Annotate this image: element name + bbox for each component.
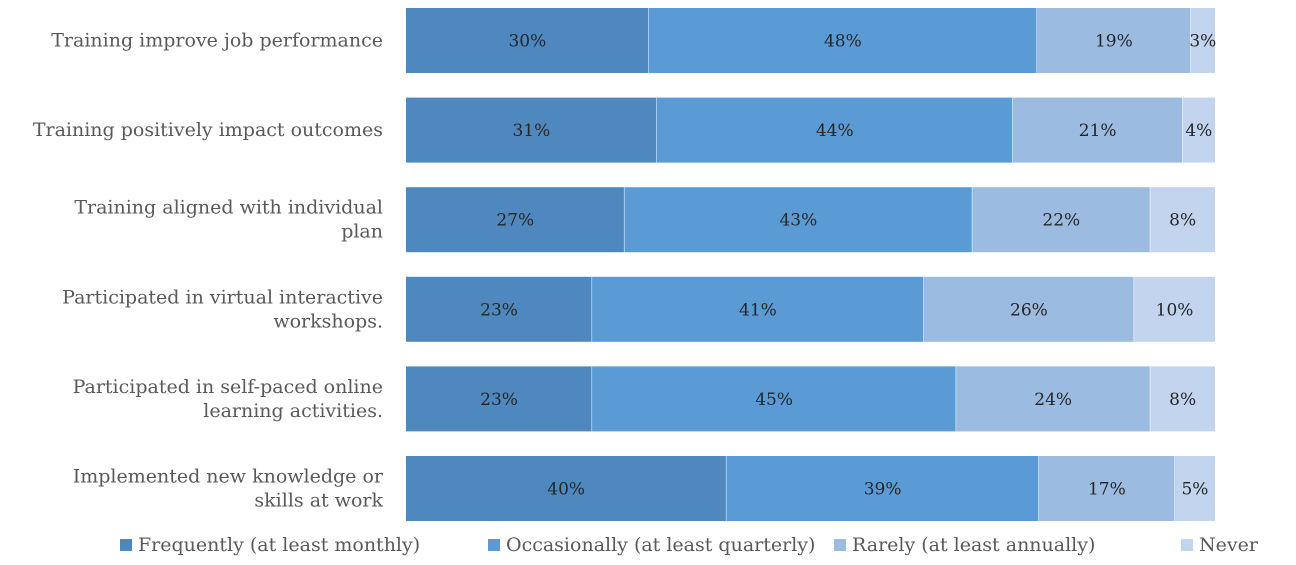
data-label: 45% bbox=[755, 390, 793, 410]
bar-segment bbox=[406, 366, 593, 432]
data-label: 23% bbox=[480, 390, 518, 410]
data-label: 23% bbox=[480, 300, 518, 320]
data-label: 44% bbox=[816, 121, 854, 141]
data-label: 27% bbox=[496, 211, 534, 231]
category-label-line: plan bbox=[341, 221, 383, 243]
bars: 30% 48% 19% 3% 31% 44% 21% 4% 27% 43% 22% 8% 23% 41% 2… bbox=[406, 8, 1216, 521]
data-label: 48% bbox=[824, 32, 862, 52]
data-label: 19% bbox=[1095, 32, 1133, 52]
legend-entry: Occasionally (at least quarterly) bbox=[506, 534, 815, 556]
legend-swatch bbox=[1181, 539, 1193, 551]
category-label-line: Participated in virtual interactive bbox=[62, 286, 383, 308]
data-label: 3% bbox=[1189, 32, 1216, 52]
bar-segment bbox=[1134, 276, 1215, 342]
bar-segment bbox=[1150, 187, 1215, 253]
legend-entry: Rarely (at least annually) bbox=[852, 534, 1095, 556]
data-label: 5% bbox=[1181, 480, 1208, 500]
data-label: 21% bbox=[1079, 121, 1117, 141]
data-label: 26% bbox=[1010, 300, 1048, 320]
bar-segment bbox=[592, 276, 924, 342]
data-label: 31% bbox=[512, 121, 550, 141]
category-label: Implemented new knowledge or skills at wo… bbox=[73, 466, 384, 512]
bar-segment bbox=[406, 187, 625, 253]
data-label: 17% bbox=[1088, 480, 1126, 500]
data-label: 41% bbox=[739, 300, 777, 320]
category-label: Participated in virtual interactive works… bbox=[62, 286, 383, 332]
data-label: 40% bbox=[547, 480, 585, 500]
category-label: Participated in self-paced online learnin… bbox=[73, 376, 383, 422]
category-label-line: Training improve job performance bbox=[51, 30, 383, 52]
category-label-line: Participated in self-paced online bbox=[73, 376, 383, 398]
data-label: 4% bbox=[1185, 121, 1212, 141]
bar-segment bbox=[648, 8, 1038, 73]
bar-segment bbox=[1182, 97, 1215, 163]
data-label: 30% bbox=[508, 32, 546, 52]
category-label: Training aligned with individual plan bbox=[74, 197, 383, 243]
bar-segment bbox=[923, 276, 1135, 342]
category-label-line: skills at work bbox=[254, 490, 383, 512]
bar-segment bbox=[972, 187, 1151, 253]
bar-segment bbox=[406, 97, 657, 163]
bar-segment bbox=[1150, 366, 1215, 432]
bar-segment bbox=[656, 97, 1013, 163]
bar-segment bbox=[1037, 8, 1191, 73]
bar-segment bbox=[624, 187, 973, 253]
bar-segment bbox=[406, 8, 649, 73]
category-label-line: Implemented new knowledge or bbox=[73, 466, 384, 488]
bar-segment bbox=[592, 366, 957, 432]
bar-segment bbox=[1190, 8, 1215, 73]
bar-segment bbox=[406, 276, 593, 342]
legend-entry: Frequently (at least monthly) bbox=[138, 534, 420, 556]
legend-entry: Never bbox=[1199, 534, 1259, 556]
category-label: Training positively impact outcomes bbox=[33, 119, 383, 141]
data-label: 8% bbox=[1169, 390, 1196, 410]
category-labels: Training improve job performance Training… bbox=[33, 30, 384, 512]
category-label-line: Training positively impact outcomes bbox=[33, 119, 383, 141]
category-label: Training improve job performance bbox=[51, 30, 383, 52]
legend: Frequently (at least monthly) Occasionall… bbox=[120, 534, 1259, 556]
category-label-line: learning activities. bbox=[203, 400, 383, 422]
data-label: 39% bbox=[864, 480, 902, 500]
data-label: 8% bbox=[1169, 211, 1196, 231]
data-label: 22% bbox=[1042, 211, 1080, 231]
legend-swatch bbox=[834, 539, 846, 551]
category-label-line: Training aligned with individual bbox=[74, 197, 383, 219]
data-label: 24% bbox=[1034, 390, 1072, 410]
legend-swatch bbox=[120, 539, 132, 551]
data-label: 43% bbox=[779, 211, 817, 231]
data-label: 10% bbox=[1156, 300, 1194, 320]
bar-segment bbox=[1012, 97, 1183, 163]
bar-segment bbox=[726, 456, 1039, 521]
bar-segment bbox=[956, 366, 1151, 432]
category-label-line: workshops. bbox=[273, 310, 383, 332]
legend-swatch bbox=[488, 539, 500, 551]
bar-segment bbox=[1038, 456, 1175, 521]
bar-segment bbox=[406, 456, 727, 521]
bar-segment bbox=[1174, 456, 1215, 521]
